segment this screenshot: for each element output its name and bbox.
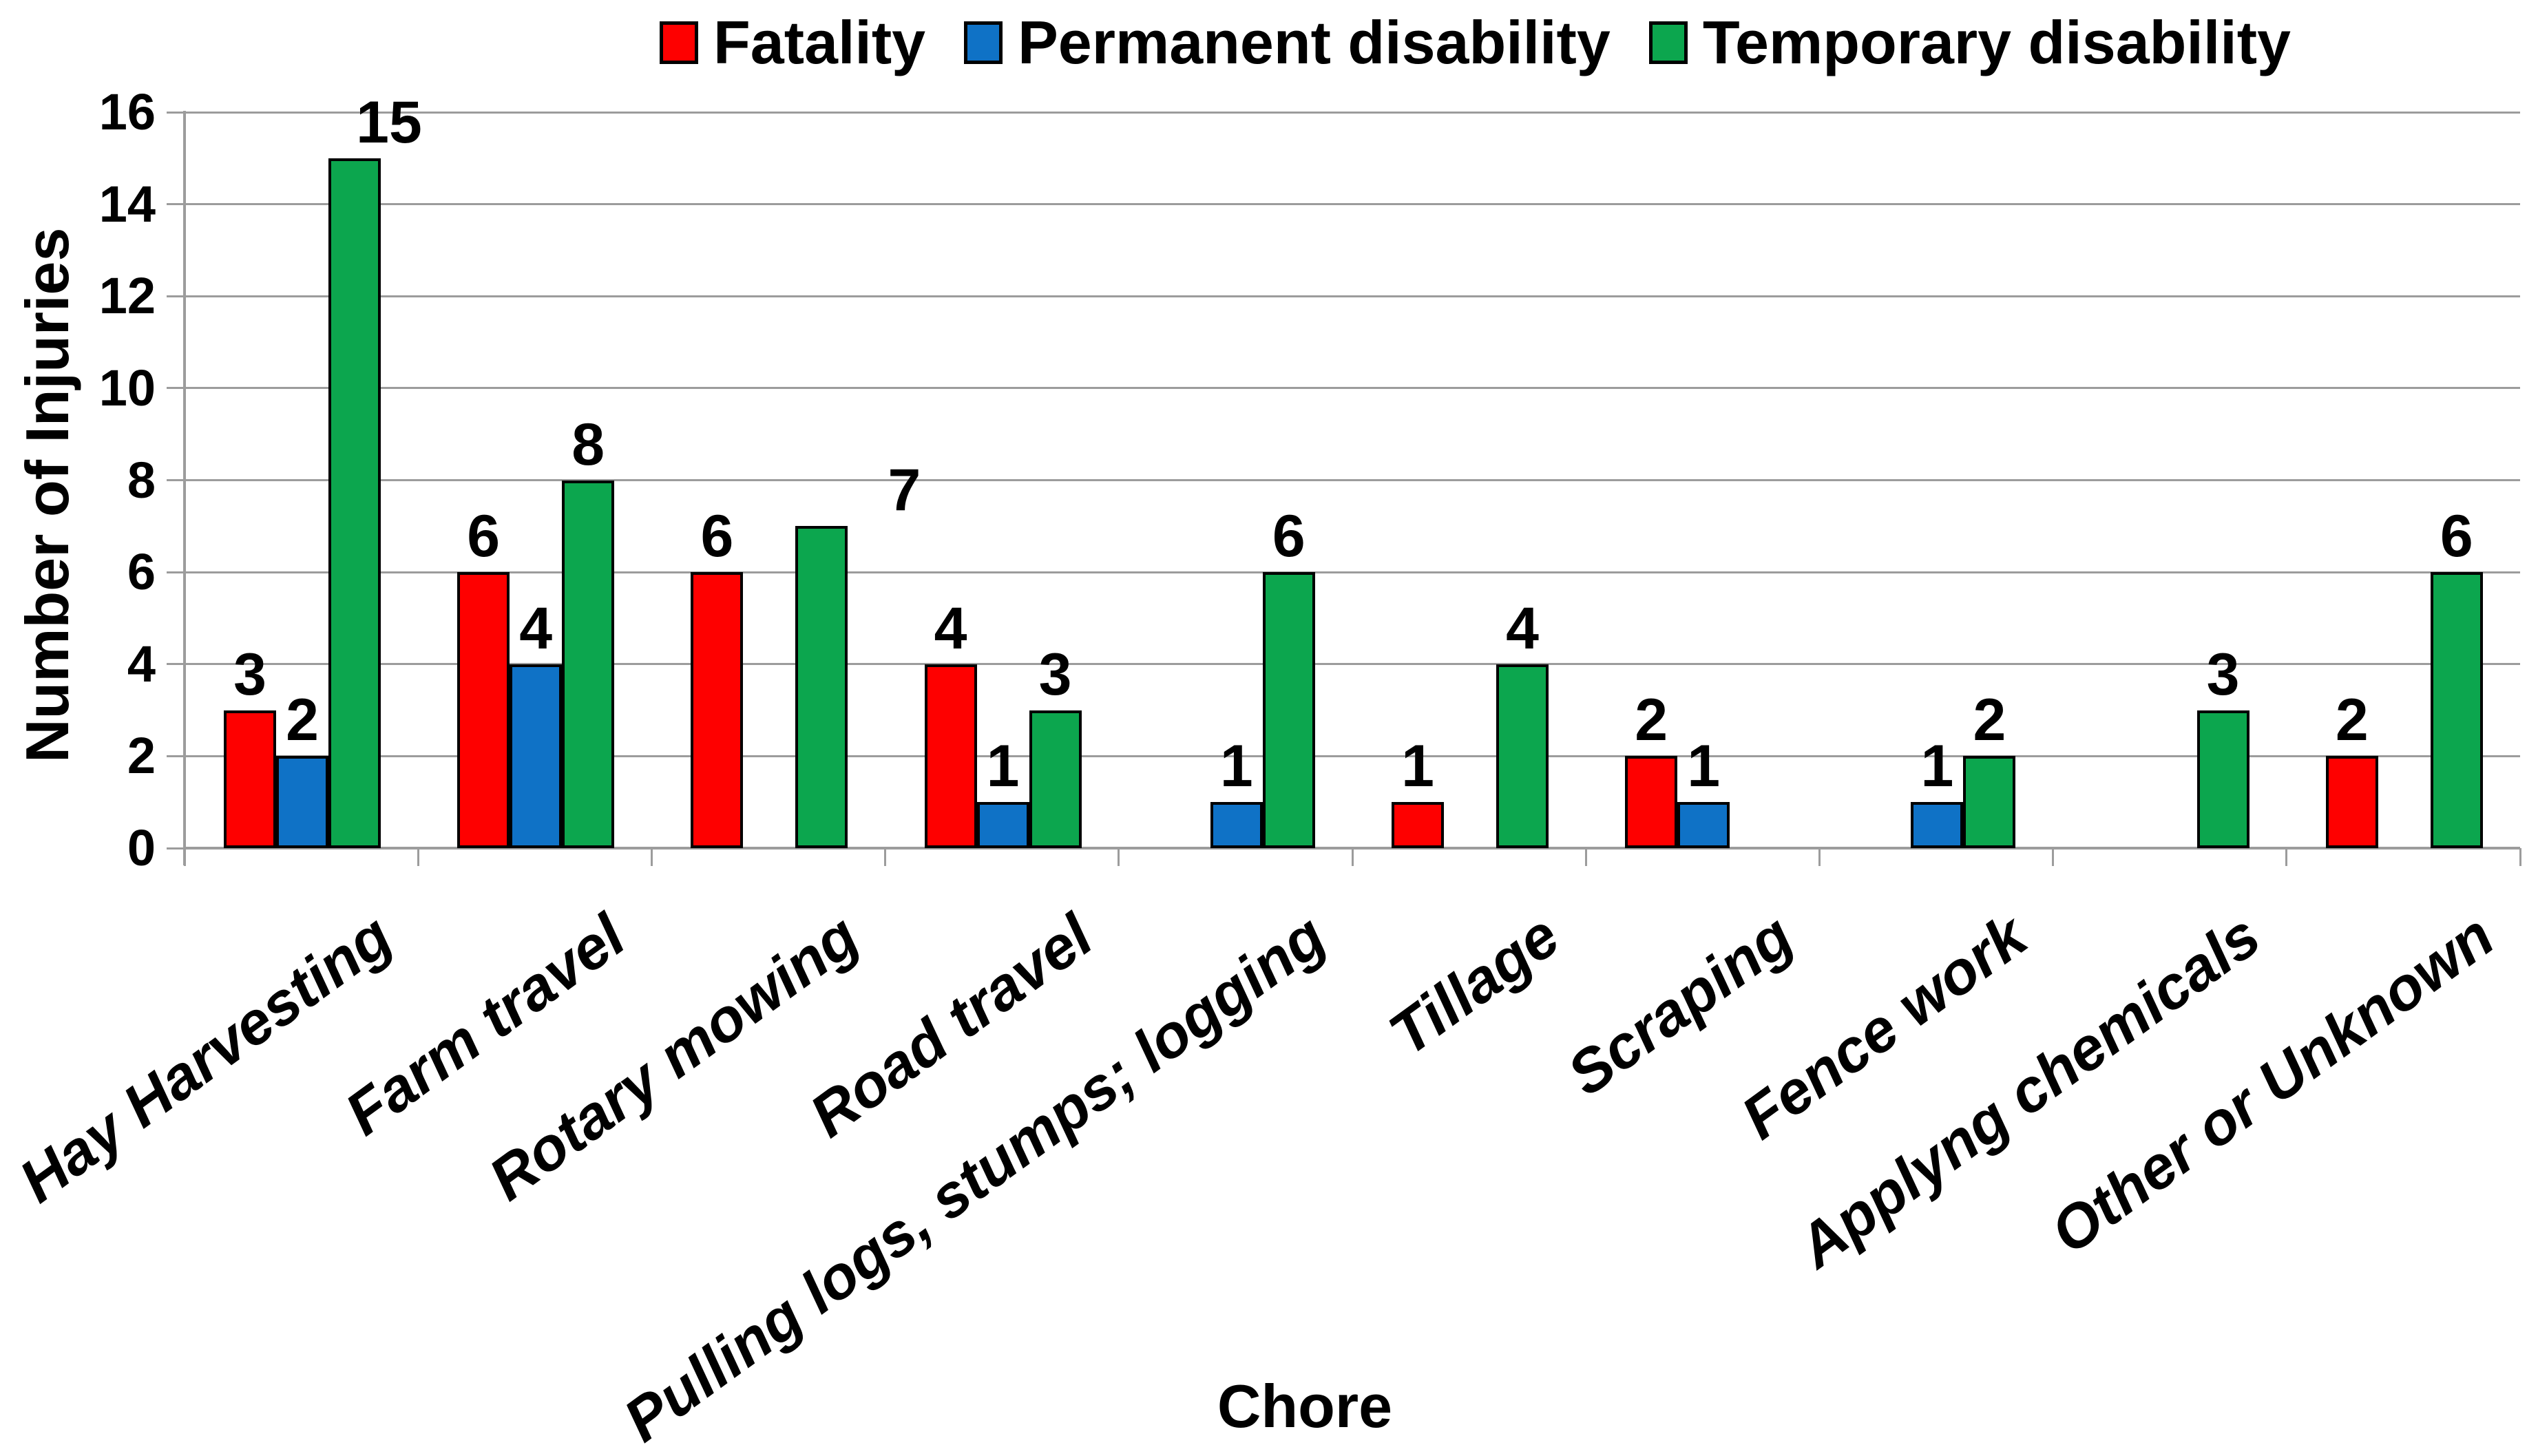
temporary-disability-bar-pulling-logs-stumps-logging bbox=[1262, 572, 1315, 848]
permanent-disability-bar-scraping bbox=[1677, 802, 1730, 848]
data-label: 7 bbox=[888, 457, 921, 524]
gridline bbox=[185, 387, 2520, 390]
data-label: 2 bbox=[286, 687, 319, 754]
y-axis-tick-label: 2 bbox=[127, 727, 156, 785]
permanent-disability-bar-fence-work bbox=[1911, 802, 1964, 848]
y-axis-tick-label: 16 bbox=[98, 83, 156, 140]
temporary-disability-swatch-icon bbox=[1648, 21, 1688, 64]
y-axis-tick bbox=[167, 387, 185, 390]
gridline bbox=[185, 663, 2520, 666]
y-axis-tick-label: 10 bbox=[98, 359, 156, 416]
data-label: 1 bbox=[1401, 733, 1434, 800]
category-label-tillage: Tillage bbox=[1376, 900, 1572, 1068]
data-label: 3 bbox=[1038, 641, 1072, 708]
y-axis-tick-label: 8 bbox=[127, 451, 156, 509]
data-label: 6 bbox=[700, 503, 734, 570]
y-axis-tick-label: 0 bbox=[127, 819, 156, 876]
y-axis-tick-label: 6 bbox=[127, 543, 156, 601]
data-label: 8 bbox=[571, 411, 605, 478]
y-axis-tick bbox=[167, 203, 185, 206]
data-label: 3 bbox=[233, 641, 266, 708]
legend-item-fatality: Fatality bbox=[660, 8, 925, 78]
legend-item-temporary-disability: Temporary disability bbox=[1648, 8, 2291, 78]
gridline bbox=[185, 755, 2520, 757]
y-axis-tick bbox=[167, 479, 185, 481]
x-axis-tick bbox=[884, 848, 887, 866]
gridline bbox=[185, 295, 2520, 297]
x-axis-tick bbox=[1818, 848, 1821, 866]
legend-item-permanent-disability: Permanent disability bbox=[964, 8, 1611, 78]
permanent-disability-bar-farm-travel bbox=[510, 664, 563, 848]
fatality-bar-scraping bbox=[1625, 756, 1678, 848]
x-axis-tick bbox=[2052, 848, 2055, 866]
x-axis-tick bbox=[2285, 848, 2288, 866]
data-label: 1 bbox=[1219, 733, 1253, 800]
y-axis-tick bbox=[167, 847, 185, 850]
x-axis-tick bbox=[650, 848, 653, 866]
data-label: 15 bbox=[356, 89, 422, 156]
x-axis-tick bbox=[417, 848, 419, 866]
category-label-hay-harvesting: Hay Harvesting bbox=[6, 900, 404, 1216]
permanent-disability-bar-hay-harvesting bbox=[276, 756, 328, 848]
x-axis-tick bbox=[1351, 848, 1354, 866]
temporary-disability-bar-tillage bbox=[1496, 664, 1549, 848]
temporary-disability-bar-hay-harvesting bbox=[328, 158, 381, 848]
permanent-disability-bar-pulling-logs-stumps-logging bbox=[1210, 802, 1263, 848]
x-axis-tick bbox=[1584, 848, 1587, 866]
y-axis-tick bbox=[167, 755, 185, 757]
x-axis-tick bbox=[183, 848, 186, 866]
temporary-disability-bar-road-travel bbox=[1029, 710, 1082, 848]
fatality-bar-farm-travel bbox=[457, 572, 510, 848]
data-label: 1 bbox=[986, 733, 1020, 800]
y-axis-tick-label: 14 bbox=[98, 175, 156, 233]
legend-label: Fatality bbox=[713, 8, 926, 76]
temporary-disability-bar-rotary-mowing bbox=[795, 526, 848, 848]
legend-label: Permanent disability bbox=[1018, 8, 1611, 76]
y-axis-tick-label: 12 bbox=[98, 267, 156, 325]
legend: Fatality Permanent disability Temporary … bbox=[660, 6, 2291, 80]
fatality-bar-rotary-mowing bbox=[691, 572, 744, 848]
x-axis-title: Chore bbox=[1217, 1372, 1393, 1440]
y-axis-line bbox=[183, 111, 186, 865]
temporary-disability-bar-fence-work bbox=[1963, 756, 2016, 848]
fatality-bar-road-travel bbox=[924, 664, 977, 848]
fatality-bar-hay-harvesting bbox=[224, 710, 276, 848]
data-label: 4 bbox=[519, 595, 553, 662]
data-label: 1 bbox=[1687, 733, 1721, 800]
x-axis-tick bbox=[1118, 848, 1120, 866]
data-label: 1 bbox=[1920, 733, 1954, 800]
data-label: 3 bbox=[2206, 641, 2240, 708]
permanent-disability-bar-road-travel bbox=[976, 802, 1029, 848]
fatality-swatch-icon bbox=[660, 21, 698, 64]
data-label: 2 bbox=[2335, 687, 2369, 754]
fatality-bar-tillage bbox=[1392, 802, 1444, 848]
gridline bbox=[185, 111, 2520, 114]
temporary-disability-bar-farm-travel bbox=[562, 480, 615, 848]
legend-label: Temporary disability bbox=[1702, 8, 2291, 76]
data-label: 4 bbox=[1506, 595, 1539, 662]
gridline bbox=[185, 571, 2520, 573]
y-axis-tick bbox=[167, 571, 185, 573]
temporary-disability-bar-other-or-unknown bbox=[2430, 572, 2483, 848]
y-axis-tick bbox=[167, 111, 185, 114]
data-label: 6 bbox=[2440, 503, 2473, 570]
y-axis-tick bbox=[167, 295, 185, 297]
data-label: 2 bbox=[1973, 687, 2006, 754]
permanent-disability-swatch-icon bbox=[964, 21, 1003, 64]
data-label: 6 bbox=[467, 503, 501, 570]
x-axis-tick bbox=[2519, 848, 2521, 866]
gridline bbox=[185, 203, 2520, 206]
temporary-disability-bar-applyng-chemicals bbox=[2196, 710, 2249, 848]
data-label: 6 bbox=[1272, 503, 1305, 570]
data-label: 4 bbox=[934, 595, 967, 662]
y-axis-tick-label: 4 bbox=[127, 635, 156, 693]
fatality-bar-other-or-unknown bbox=[2325, 756, 2378, 848]
gridline bbox=[185, 479, 2520, 481]
y-axis-tick bbox=[167, 663, 185, 666]
data-label: 2 bbox=[1635, 687, 1668, 754]
